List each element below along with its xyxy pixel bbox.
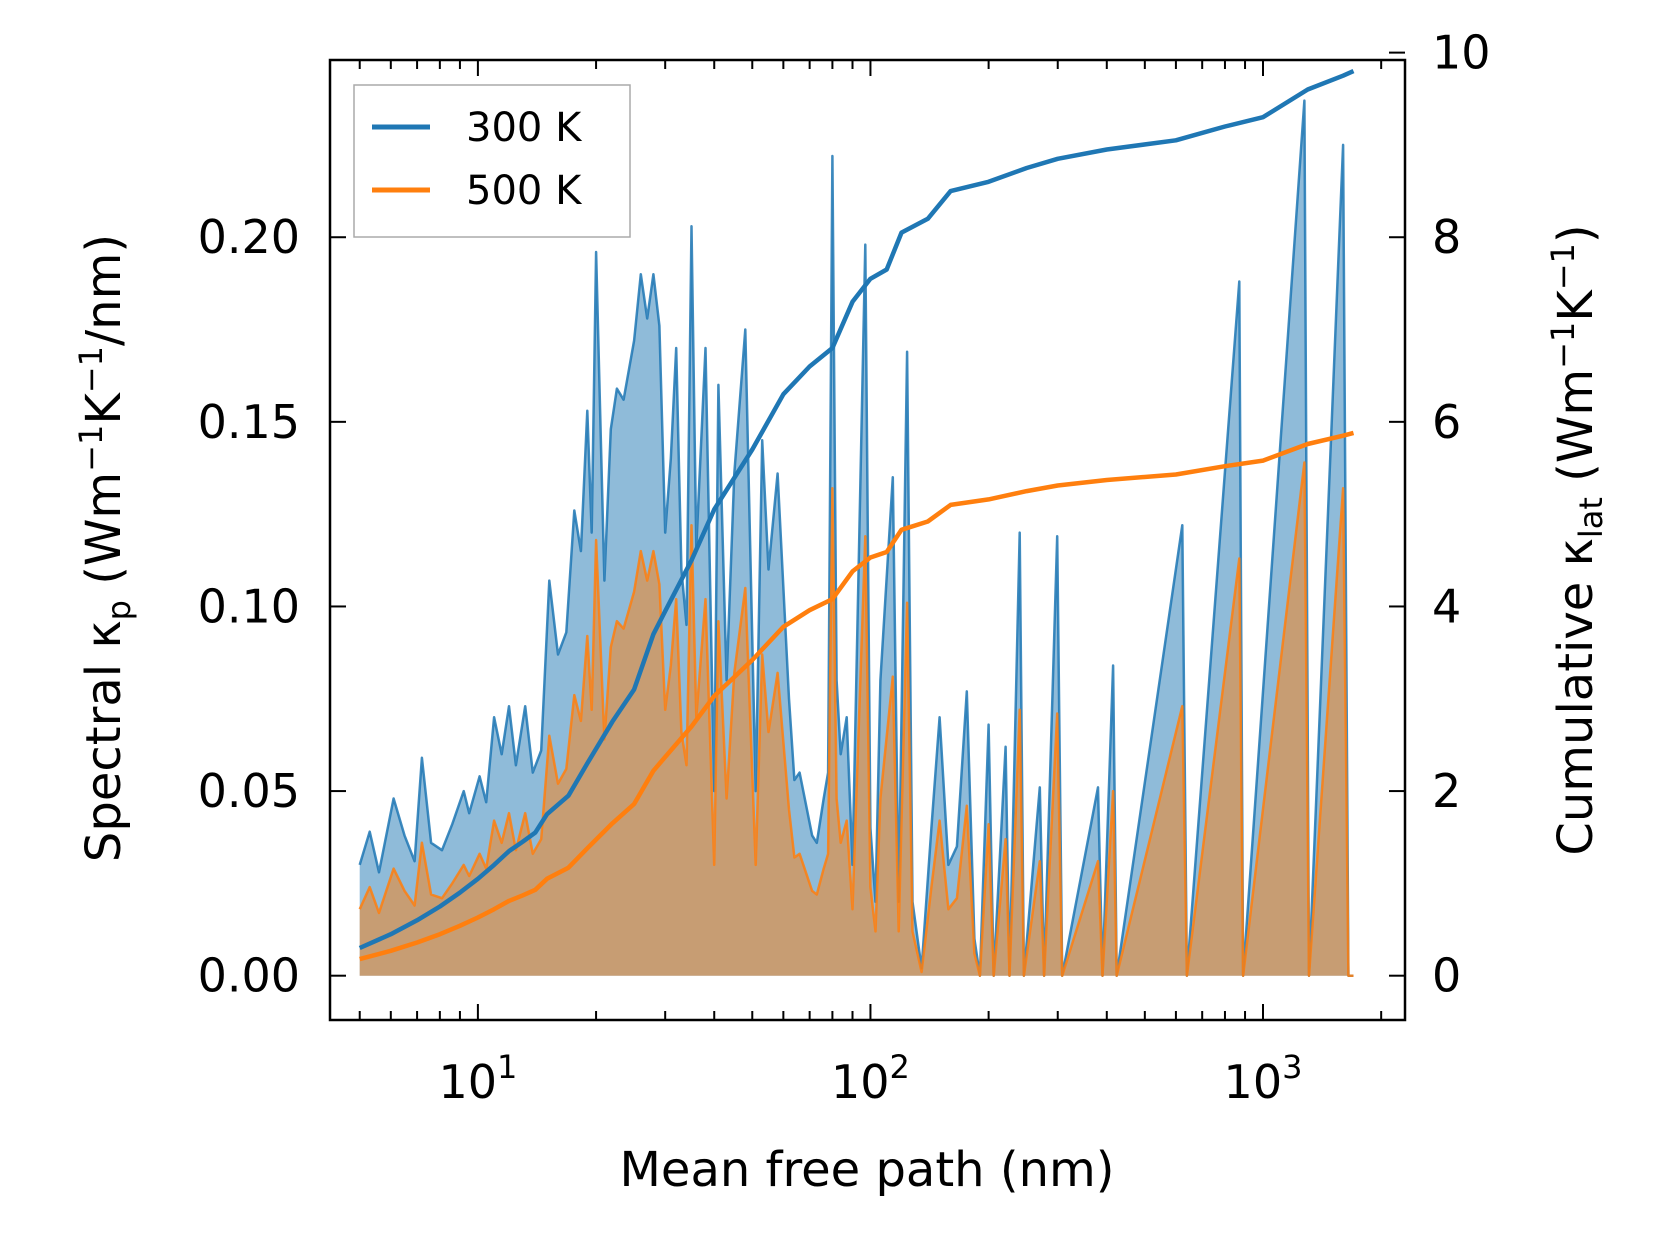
legend-box xyxy=(353,84,631,238)
right-axis-title-sup2: −1 xyxy=(1544,243,1582,290)
x-tick-label-base: 10 xyxy=(831,1055,890,1109)
left-axis-title-pre: Spectral κ xyxy=(76,620,132,862)
right-tick-label: 0 xyxy=(1432,949,1461,1003)
x-tick-label-base: 10 xyxy=(1224,1055,1283,1109)
left-axis-title-mid: (Wm xyxy=(76,472,132,600)
x-tick-label-exponent: 3 xyxy=(1282,1048,1302,1086)
left-axis-title-sup2: −1 xyxy=(72,346,110,393)
right-axis-title-mid2: K xyxy=(1548,289,1604,322)
right-axis-title-sub: lat xyxy=(1572,497,1610,538)
spectral-area-500k xyxy=(359,462,1354,976)
left-axis-title-post: /nm) xyxy=(76,234,132,346)
x-tick-label: 101 xyxy=(438,1048,517,1109)
x-tick-label-base: 10 xyxy=(438,1055,497,1109)
right-axis-title-mid: (Wm xyxy=(1548,369,1604,497)
right-axis-title-post: ) xyxy=(1548,224,1604,243)
legend-label-300k: 300 K xyxy=(466,105,583,151)
right-axis-title-sup1: −1 xyxy=(1544,322,1582,369)
left-tick-label: 0.10 xyxy=(198,579,300,633)
right-tick-label: 6 xyxy=(1432,395,1461,449)
left-axis-title-sub: p xyxy=(100,600,138,620)
spectral-line-300k xyxy=(358,99,1354,977)
x-tick-label: 103 xyxy=(1224,1048,1303,1109)
x-tick-label-exponent: 2 xyxy=(890,1048,910,1086)
right-tick-label: 4 xyxy=(1432,579,1461,633)
right-tick-label: 10 xyxy=(1432,26,1491,80)
legend-label-500k: 500 K xyxy=(466,168,583,214)
right-tick-label: 8 xyxy=(1432,210,1461,264)
right-axis-title-pre: Cumulative κ xyxy=(1548,538,1604,856)
plot-frame xyxy=(328,58,1407,1022)
left-tick-label: 0.00 xyxy=(198,949,300,1003)
x-tick-label: 102 xyxy=(831,1048,910,1109)
cumulative-line-500k xyxy=(359,430,1355,962)
left-axis-title-sup1: −1 xyxy=(72,425,110,472)
x-tick-label-exponent: 1 xyxy=(497,1048,517,1086)
left-tick-label: 0.20 xyxy=(198,210,300,264)
right-tick-label: 2 xyxy=(1432,764,1461,818)
plot-area xyxy=(358,69,1355,977)
x-axis-title: Mean free path (nm) xyxy=(620,1142,1115,1198)
spectral-line-500k xyxy=(358,461,1354,977)
legend: 300 K 500 K xyxy=(353,84,631,238)
cumulative-line-300k xyxy=(358,69,1355,951)
left-tick-label: 0.15 xyxy=(198,395,300,449)
left-axis-title-mid2: K xyxy=(76,392,132,425)
right-axis-title: Cumulative κlat (Wm−1K−1) xyxy=(1544,224,1610,855)
left-tick-label: 0.05 xyxy=(198,764,300,818)
left-axis-title: Spectral κp (Wm−1K−1/nm) xyxy=(72,234,138,862)
